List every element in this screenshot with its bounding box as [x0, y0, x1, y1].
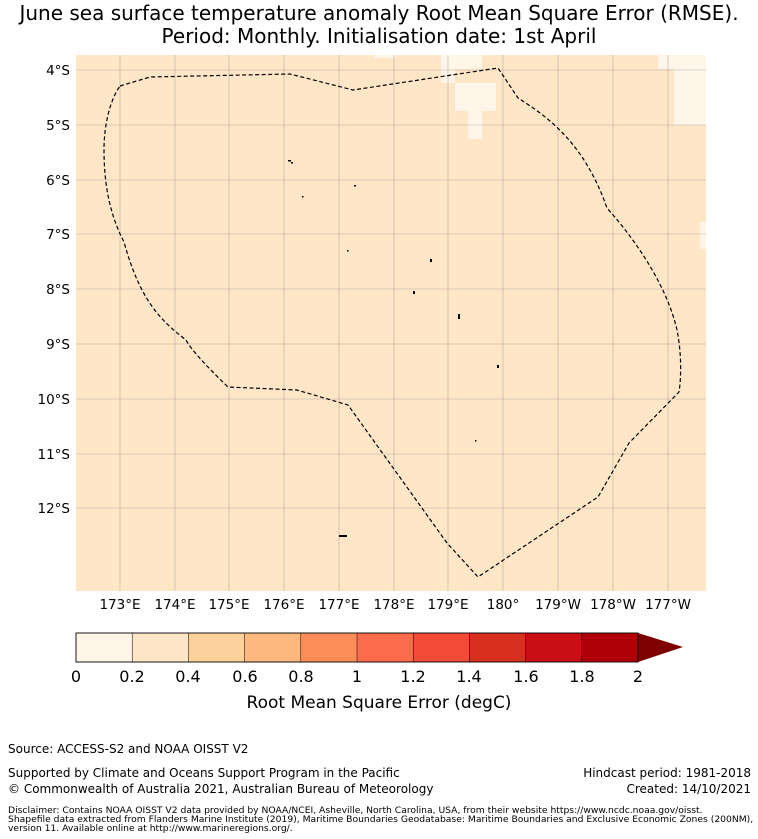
colorbar-extend-arrow [638, 633, 683, 662]
island [347, 250, 349, 252]
lat-label: 6°S [46, 173, 70, 189]
lat-label: 10°S [38, 392, 71, 408]
lat-label: 9°S [46, 337, 70, 353]
copyright-text: © Commonwealth of Australia 2021, Austra… [8, 782, 434, 796]
lat-label: 11°S [38, 447, 71, 463]
colorbar-tick-label: 1.8 [569, 667, 594, 686]
low-rmse-cell [658, 55, 706, 69]
map-title-line-1: June sea surface temperature anomaly Roo… [19, 1, 739, 25]
island [475, 440, 477, 442]
colorbar-box [300, 632, 358, 663]
low-rmse-cell [441, 55, 482, 69]
colorbar-tick-label: 0.2 [119, 667, 144, 686]
low-rmse-cell [700, 222, 706, 249]
colorbar-tick-label: 0 [71, 667, 81, 686]
lat-label: 5°S [46, 118, 70, 134]
colorbar-box [469, 632, 527, 663]
island [458, 314, 460, 319]
eez-boundary [103, 67, 682, 578]
colorbar-box [581, 632, 639, 663]
disclaimer-line-2: Shapefile data extracted from Flanders M… [8, 814, 754, 825]
lon-label: 177°W [645, 597, 691, 613]
colorbar-tick-label: 1.4 [456, 667, 481, 686]
low-rmse-cell [455, 83, 496, 111]
lon-label: 175°E [208, 597, 249, 613]
lon-label: 178°W [590, 597, 636, 613]
colorbar-box [244, 632, 302, 663]
colorbar-tick-label: 1 [352, 667, 362, 686]
colorbar-box [412, 632, 470, 663]
colorbar: 0 0.2 0.4 0.6 0.8 1 1.2 1.4 1.6 1.8 2 [71, 632, 683, 686]
colorbar-tick-label: 0.4 [175, 667, 200, 686]
colorbar-tick-label: 0.6 [232, 667, 257, 686]
lon-label: 173°E [99, 597, 140, 613]
supported-text: Supported by Climate and Oceans Support … [8, 766, 400, 780]
lon-label: 178°E [373, 597, 414, 613]
created-date: Created: 14/10/2021 [626, 782, 751, 796]
islands [288, 160, 499, 537]
graticule [76, 55, 706, 591]
colorbar-tick-label: 1.2 [400, 667, 425, 686]
colorbar-box [75, 632, 133, 663]
lon-label: 179°W [535, 597, 581, 613]
hindcast-period: Hindcast period: 1981-2018 [583, 766, 751, 780]
island [339, 535, 347, 537]
colorbar-box [525, 632, 583, 663]
colorbar-box [131, 632, 189, 663]
lat-label: 8°S [46, 282, 70, 298]
low-rmse-cell [674, 69, 706, 125]
low-rmse-cell [374, 55, 396, 58]
disclaimer-line-1: Disclaimer: Contains NOAA OISST V2 data … [8, 805, 703, 816]
colorbar-tick-label: 1.6 [513, 667, 538, 686]
disclaimer-line-3: version 11. Available online at http://w… [8, 823, 293, 834]
lon-label: 174°E [154, 597, 195, 613]
lat-label: 12°S [38, 501, 71, 517]
lon-label: 176°E [263, 597, 304, 613]
lat-label: 7°S [46, 227, 70, 243]
lat-label: 4°S [46, 63, 70, 79]
lon-label: 179°E [427, 597, 468, 613]
source-text: Source: ACCESS-S2 and NOAA OISST V2 [8, 742, 249, 756]
colorbar-tick-label: 0.8 [288, 667, 313, 686]
island [302, 196, 304, 198]
map-panel [76, 55, 706, 591]
island [291, 162, 293, 164]
map-title-line-2: Period: Monthly. Initialisation date: 1s… [161, 24, 597, 48]
colorbar-tick-label: 2 [633, 667, 643, 686]
island [497, 365, 499, 368]
island [354, 185, 356, 187]
lon-label: 177°E [318, 597, 359, 613]
island [413, 291, 415, 294]
colorbar-box [188, 632, 246, 663]
island [430, 259, 432, 262]
island [288, 160, 291, 162]
colorbar-box [356, 632, 414, 663]
lon-label: 180° [487, 597, 520, 613]
rmse-field [76, 55, 706, 591]
colorbar-label: Root Mean Square Error (degC) [246, 693, 512, 713]
